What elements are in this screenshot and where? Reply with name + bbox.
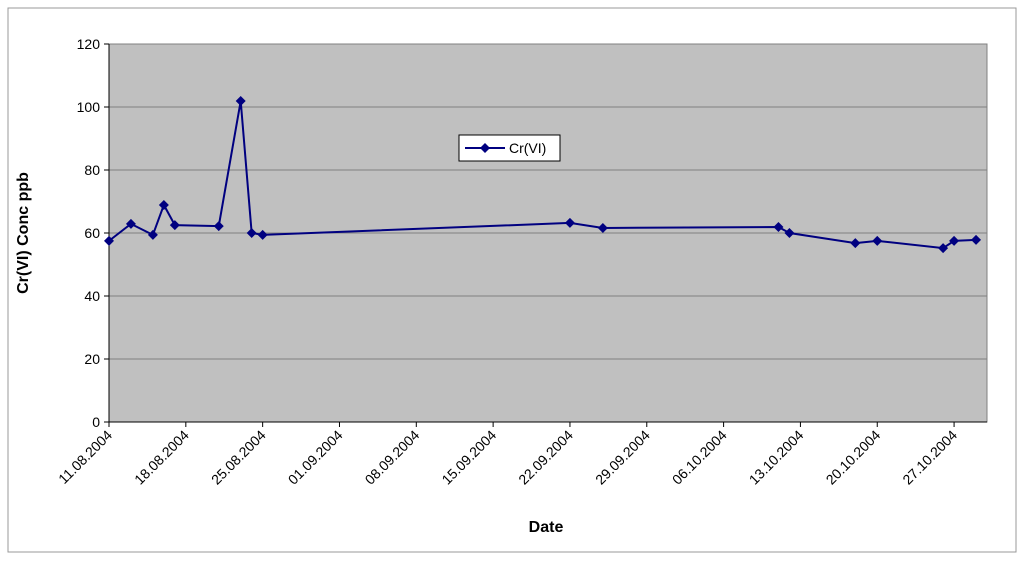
y-tick-label: 40 — [84, 288, 100, 304]
y-tick-label: 100 — [77, 99, 101, 115]
data-point — [938, 243, 949, 254]
data-point — [597, 222, 608, 233]
data-point — [213, 221, 224, 232]
data-point — [773, 222, 784, 233]
data-point — [784, 228, 795, 238]
data-point — [169, 220, 180, 231]
data-point — [104, 235, 114, 246]
data-point — [246, 228, 257, 238]
y-tick-label: 0 — [92, 414, 100, 430]
x-axis-label: Date — [529, 519, 564, 536]
y-tick-label: 60 — [84, 225, 100, 241]
data-line — [108, 100, 977, 250]
data-point — [158, 199, 169, 210]
data-point — [872, 235, 883, 246]
data-point — [147, 229, 158, 240]
data-point — [949, 235, 960, 246]
data-point — [564, 217, 575, 228]
data-point — [971, 234, 982, 245]
data-point — [235, 96, 246, 107]
y-tick-label: 20 — [84, 351, 100, 367]
data-point — [257, 229, 268, 240]
data-point — [125, 218, 136, 229]
legend-label: Cr(VI) — [509, 140, 546, 156]
data-point — [850, 238, 861, 249]
legend-marker — [480, 143, 490, 153]
y-axis-label: Cr(VI) Conc ppb — [15, 172, 32, 294]
y-tick-label: 120 — [77, 36, 101, 52]
y-tick-label: 80 — [84, 162, 100, 178]
